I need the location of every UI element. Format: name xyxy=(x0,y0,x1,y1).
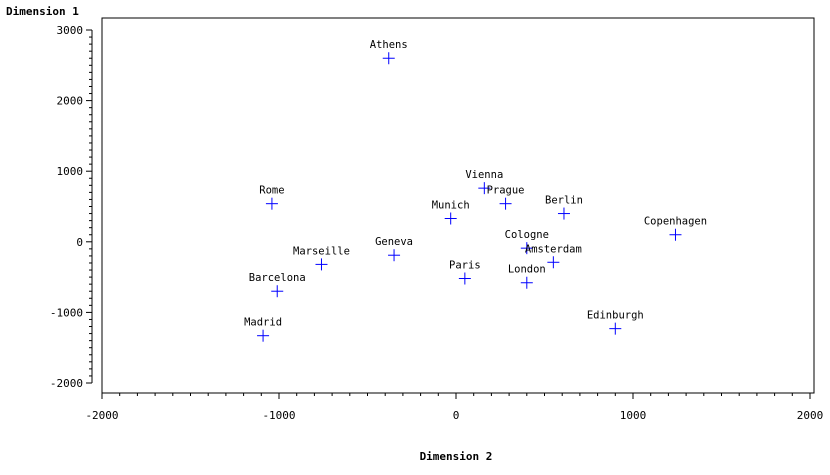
data-point: Cologne xyxy=(505,229,549,255)
point-label: Cologne xyxy=(505,229,549,241)
data-point: Vienna xyxy=(465,169,503,195)
data-point: Copenhagen xyxy=(644,216,707,241)
data-points: Athens Vienna Prague Berlin Rome Munich Copenh… xyxy=(244,39,707,342)
x-tick-label: -2000 xyxy=(85,409,118,422)
point-label: Barcelona xyxy=(249,272,306,284)
x-axis: -2000 -1000 0 1000 2000 xyxy=(85,392,824,422)
point-label: Geneva xyxy=(375,236,413,248)
x-tick-label: -1000 xyxy=(262,409,295,422)
data-point: Amsterdam xyxy=(525,243,582,269)
x-tick-label: 0 xyxy=(453,409,460,422)
y-axis: -2000 -1000 0 1000 2000 3000 xyxy=(50,24,93,390)
y-tick-label: 1000 xyxy=(57,165,84,178)
data-point: Berlin xyxy=(545,195,583,220)
point-label: Athens xyxy=(370,39,408,51)
point-label: Copenhagen xyxy=(644,216,707,228)
data-point: Barcelona xyxy=(249,272,306,298)
point-label: Paris xyxy=(449,260,481,272)
y-tick-label: 3000 xyxy=(57,24,84,37)
x-tick-label: 1000 xyxy=(620,409,647,422)
x-axis-label: Dimension 2 xyxy=(420,450,493,463)
y-tick-label: -1000 xyxy=(50,306,83,319)
data-point: Athens xyxy=(370,39,408,65)
point-label: Berlin xyxy=(545,195,583,207)
y-axis-label: Dimension 1 xyxy=(6,5,79,18)
point-label: Amsterdam xyxy=(525,243,582,255)
point-label: Rome xyxy=(259,185,284,197)
data-point: Madrid xyxy=(244,317,282,342)
x-tick-label: 2000 xyxy=(797,409,824,422)
y-tick-label: -2000 xyxy=(50,377,83,390)
data-point: Marseille xyxy=(293,245,350,271)
point-label: Prague xyxy=(487,185,525,197)
point-label: Marseille xyxy=(293,245,350,257)
point-label: Madrid xyxy=(244,317,282,329)
y-tick-label: 2000 xyxy=(57,95,84,108)
y-tick-label: 0 xyxy=(76,236,83,249)
data-point: Edinburgh xyxy=(587,310,644,335)
data-point: Paris xyxy=(449,260,481,285)
data-point: Geneva xyxy=(375,236,413,262)
data-point: Munich xyxy=(432,200,470,225)
data-point: Rome xyxy=(259,185,285,210)
data-point: Prague xyxy=(487,185,525,210)
point-label: Edinburgh xyxy=(587,310,644,322)
point-label: Vienna xyxy=(465,169,503,181)
point-label: London xyxy=(508,264,546,276)
point-label: Munich xyxy=(432,200,470,212)
data-point: London xyxy=(508,264,546,289)
